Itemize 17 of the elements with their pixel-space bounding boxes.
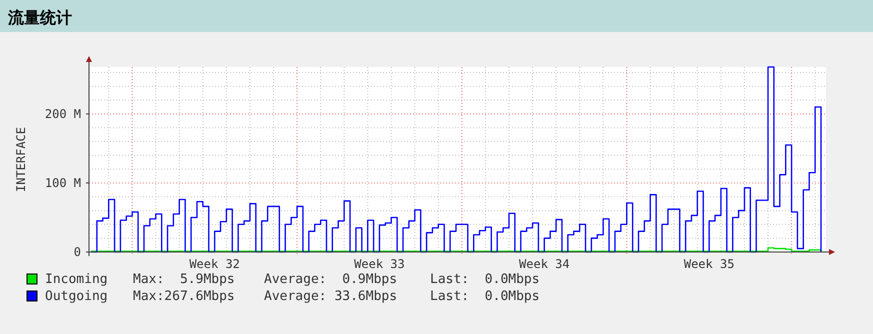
y-tick-label: 200 M	[44, 106, 81, 121]
x-tick-label: Week 35	[684, 257, 734, 271]
text: Average: 0.9Mbps	[264, 272, 398, 287]
chart-title: 流量统计	[7, 8, 72, 27]
legend-label: Outgoing	[45, 289, 108, 304]
text: Max: 5.9Mbps	[133, 272, 235, 287]
y-tick-label: 0	[74, 245, 81, 259]
x-tick-label: Week 32	[189, 257, 240, 271]
y-tick-label: 100 M	[44, 176, 81, 190]
text: Last: 0.0Mbps	[430, 289, 540, 304]
x-tick-label: Week 34	[519, 257, 570, 271]
text: Average: 33.6Mbps	[264, 289, 398, 304]
text: Max:267.6Mbps	[133, 289, 235, 304]
text: Last: 0.0Mbps	[430, 272, 540, 287]
legend-label: Incoming	[45, 272, 108, 287]
x-tick-label: Week 33	[354, 257, 405, 271]
y-axis-title: INTERFACE	[14, 126, 28, 192]
